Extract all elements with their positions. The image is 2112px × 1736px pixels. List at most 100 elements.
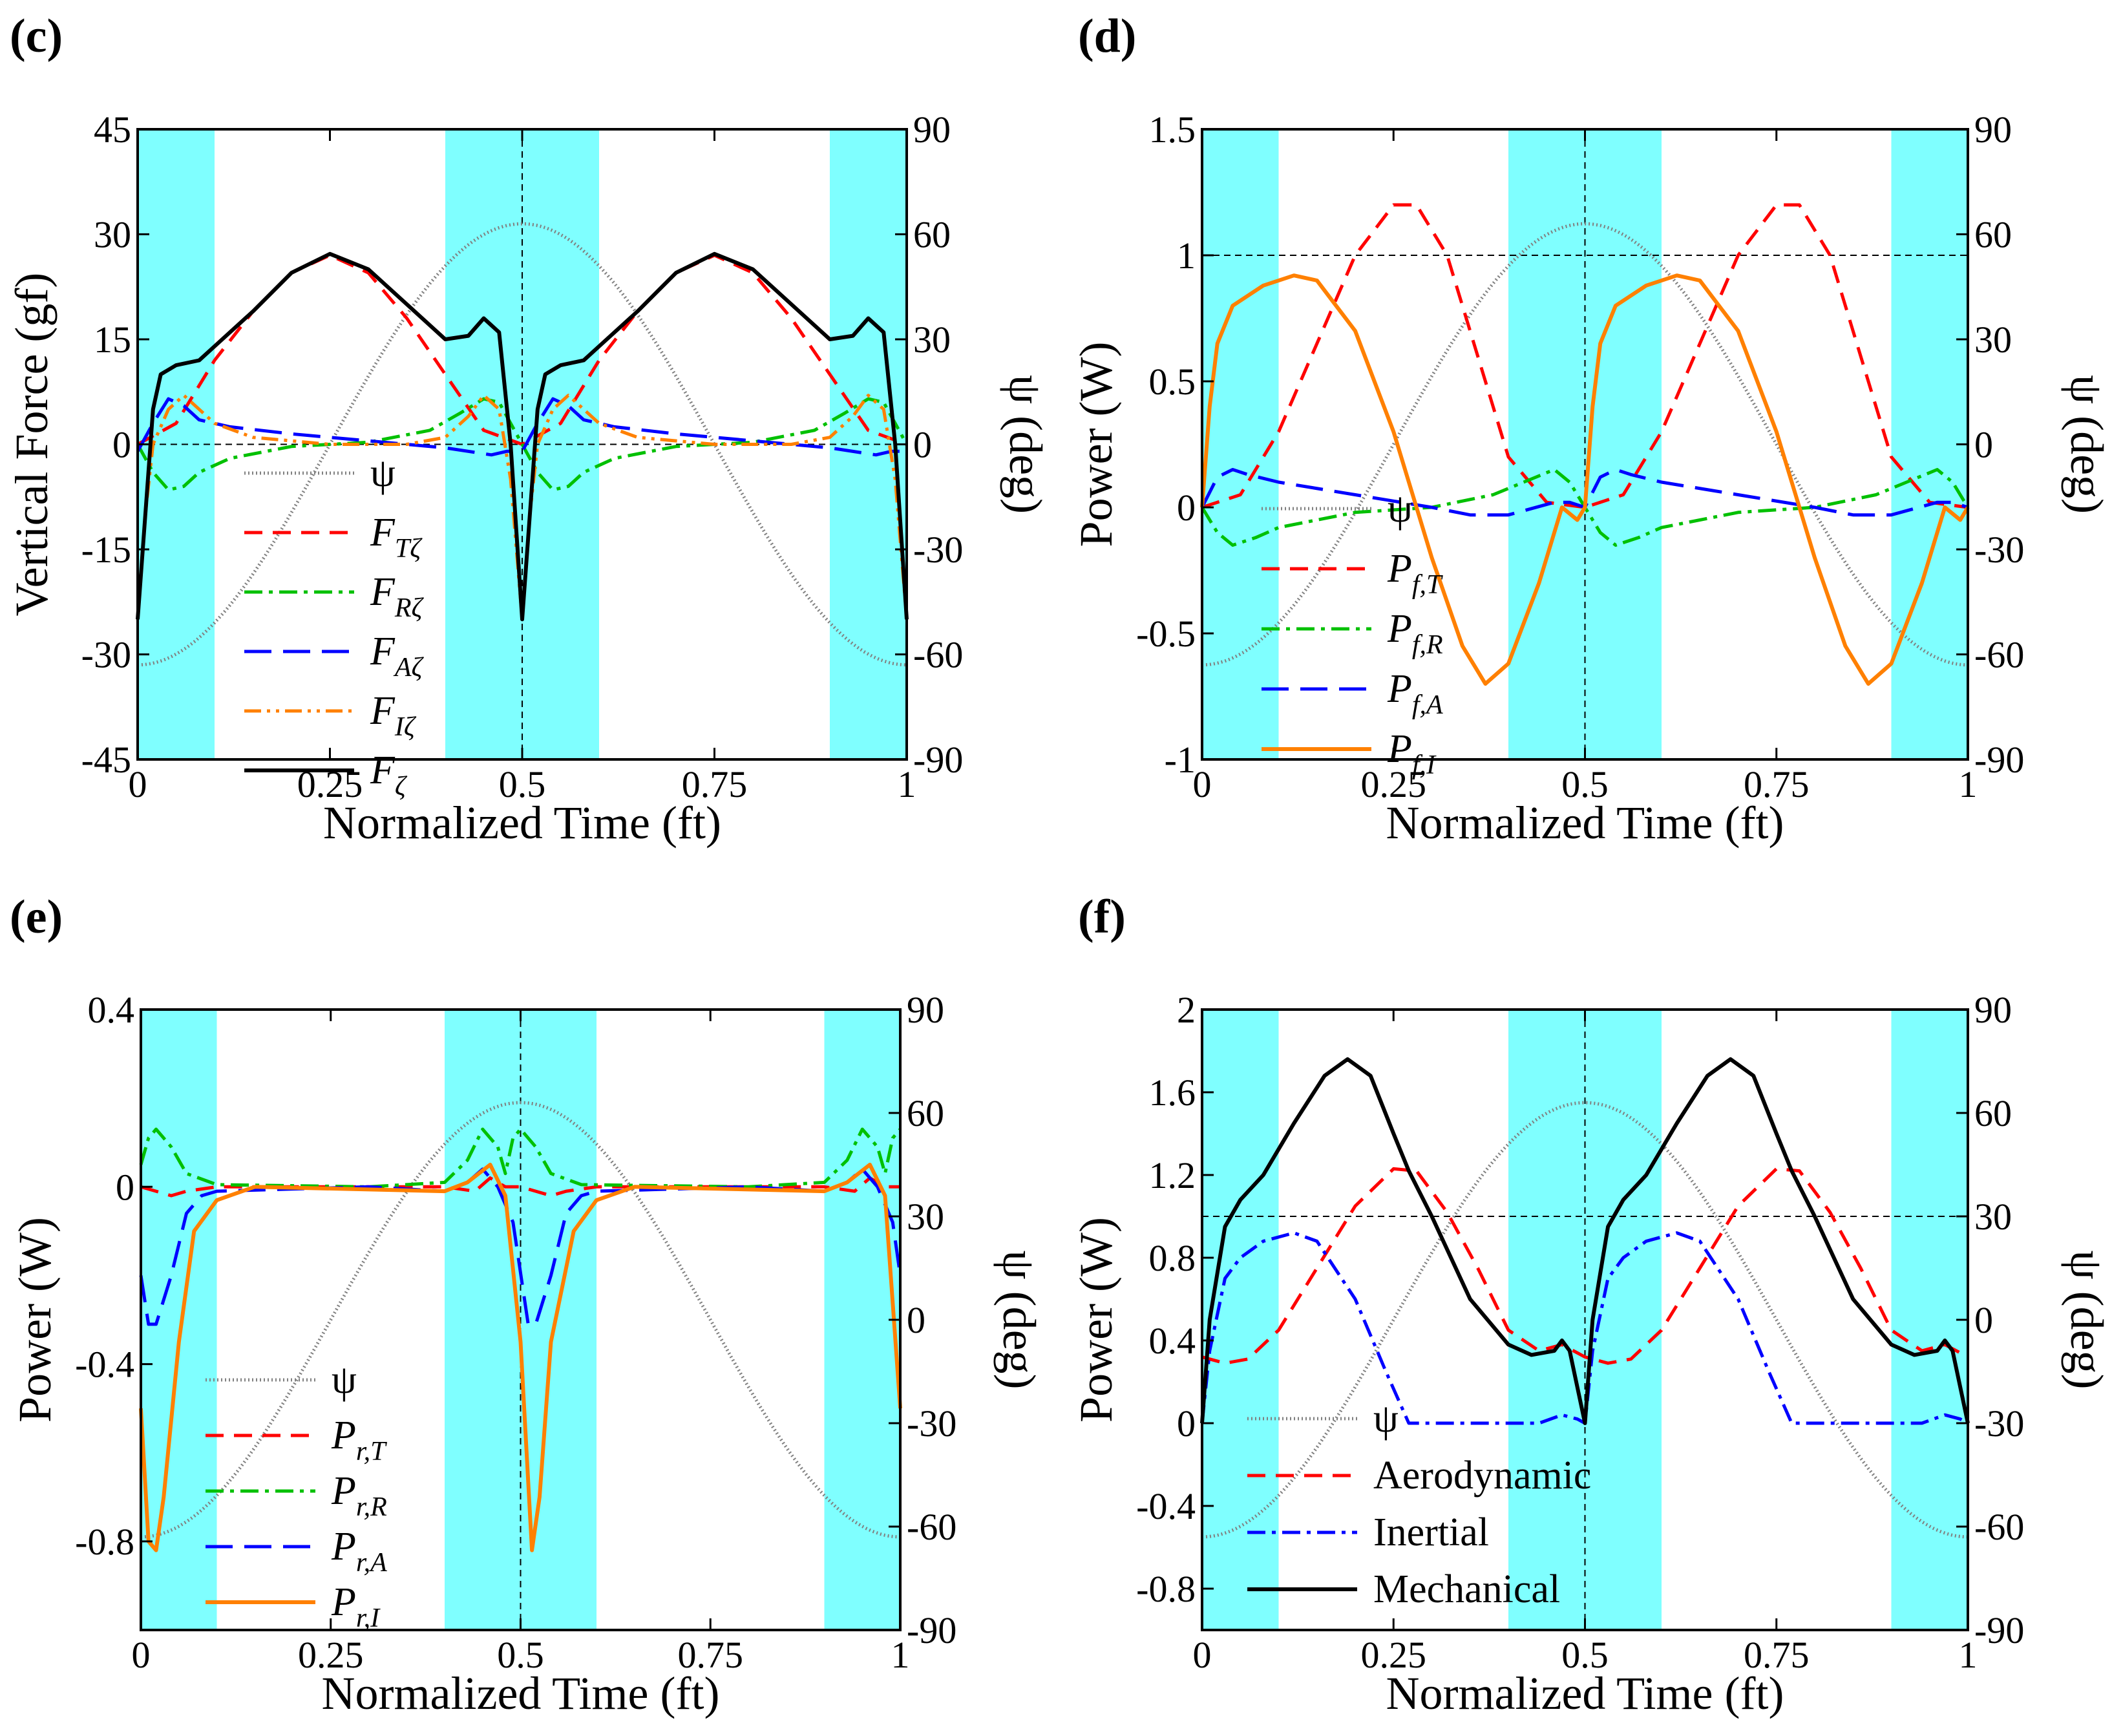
- series-PrI: [139, 1163, 902, 1552]
- xtick-label: 0: [1193, 1634, 1212, 1676]
- panel-label: (d): [1078, 10, 1136, 63]
- psi-tick-label: -60: [907, 1506, 956, 1548]
- panel-f: (f) -0.8 -0.4 0 0.4 0.8 1.2 1.6 2 -90 -60 -30 0 30 60 9…: [1070, 891, 2112, 1719]
- legend-label-main: F: [370, 748, 396, 792]
- y-axis-label: Power (W): [1070, 342, 1122, 547]
- shaded-interval: [141, 1010, 217, 1630]
- series-FR: [136, 397, 909, 492]
- legend-label: Pr,R: [331, 1469, 387, 1522]
- legend-label-main: ψ: [1388, 487, 1413, 531]
- legend-label: Fζ: [370, 748, 408, 801]
- x-axis-label: Normalized Time (ft): [323, 797, 721, 849]
- legend-label: Pf,R: [1387, 607, 1443, 660]
- xtick-label: 0: [129, 763, 147, 805]
- ytick-label: 0: [1177, 1403, 1196, 1445]
- psi-tick-label: 0: [1974, 424, 1993, 466]
- legend-label-sub: r,A: [356, 1548, 387, 1578]
- ytick-label: 1: [1177, 235, 1196, 277]
- legend-label-sub: f,R: [1412, 630, 1443, 660]
- ytick-label: 15: [94, 319, 131, 361]
- legend-label-sub: Tζ: [395, 534, 423, 564]
- xtick-label: 0.5: [1561, 763, 1609, 805]
- xtick-label: 1: [1959, 763, 1978, 805]
- psi-tick-label: 0: [913, 424, 932, 466]
- legend-label-sub: f,T: [1412, 570, 1443, 600]
- legend: ψPf,TPf,RPf,APf,I: [1262, 487, 1443, 780]
- panel-label: (c): [10, 10, 63, 63]
- series-FA: [136, 397, 907, 457]
- legend-label-sub: Iζ: [394, 712, 417, 742]
- xtick-label: 0: [1193, 763, 1212, 805]
- psi-tick-label: 30: [907, 1196, 944, 1238]
- y-axis-label: Vertical Force (gf): [6, 273, 58, 617]
- legend-label-main: ψ: [1373, 1397, 1399, 1441]
- legend-label-main: P: [331, 1580, 356, 1624]
- shaded-interval: [1891, 129, 1968, 759]
- legend-label-main: F: [370, 689, 396, 733]
- xtick-label: 0.25: [1361, 1634, 1427, 1676]
- legend-label-sub: r,R: [356, 1492, 387, 1522]
- legend-label-main: Inertial: [1373, 1510, 1489, 1554]
- panel-label: (f): [1078, 891, 1126, 944]
- legend-label-main: P: [331, 1525, 356, 1569]
- ytick-label: -0.4: [75, 1344, 134, 1386]
- legend-label-main: F: [370, 511, 396, 555]
- psi-tick-label: 60: [907, 1092, 944, 1134]
- legend-label-sub: f,I: [1412, 750, 1437, 780]
- xtick-label: 0.5: [497, 1634, 544, 1676]
- psi-axis-label: ψ (deg): [1000, 375, 1051, 514]
- legend-label-main: P: [331, 1469, 356, 1513]
- series-Mechanical: [1200, 1057, 1970, 1425]
- ytick-label: -1: [1165, 739, 1196, 781]
- shaded-interval: [1202, 129, 1279, 759]
- legend-label: Pf,I: [1387, 727, 1437, 780]
- legend-label: Inertial: [1373, 1510, 1489, 1554]
- ytick-label: 0.8: [1149, 1237, 1196, 1279]
- legend-label-main: Aerodynamic: [1373, 1454, 1591, 1498]
- series-psi: [140, 1101, 901, 1539]
- psi-tick-label: -90: [1974, 739, 2024, 781]
- x-axis-label: Normalized Time (ft): [322, 1667, 720, 1719]
- ytick-label: -0.8: [1136, 1568, 1196, 1610]
- legend-label-main: P: [1387, 667, 1412, 711]
- xtick-label: 1: [898, 763, 916, 805]
- xtick-label: 1: [891, 1634, 910, 1676]
- psi-tick-label: -30: [1974, 1403, 2024, 1445]
- psi-tick-label: 0: [1974, 1299, 1993, 1341]
- xtick-label: 0.75: [678, 1634, 744, 1676]
- ytick-label: -0.5: [1136, 613, 1196, 655]
- psi-tick-label: 90: [1974, 109, 2012, 151]
- xtick-label: 0.75: [1744, 763, 1810, 805]
- legend-label: FAζ: [370, 630, 425, 683]
- legend: ψ Aerodynamic Inertial Mechanical: [1247, 1397, 1591, 1611]
- ytick-label: 0: [1177, 487, 1196, 529]
- series-PrR: [139, 1127, 902, 1189]
- psi-tick-label: 60: [1974, 214, 2012, 256]
- x-axis-label: Normalized Time (ft): [1386, 797, 1784, 849]
- legend-label: FTζ: [370, 511, 423, 564]
- xtick-label: 0.75: [1744, 1634, 1810, 1676]
- psi-tick-label: 30: [1974, 1196, 2012, 1238]
- series-PrT: [140, 1176, 900, 1198]
- legend: ψPr,TPr,RPr,APr,I: [206, 1358, 387, 1633]
- ytick-label: 30: [94, 214, 131, 256]
- ytick-label: 0: [116, 1166, 134, 1208]
- legend-label-main: ψ: [370, 451, 396, 495]
- panel-d: (d) -1 -0.5 0 0.5 1 1.5 -90 -60 -30 0 30 60 90 0 0.25 0.…: [1070, 10, 2112, 849]
- y-axis-label: Power (W): [1070, 1217, 1122, 1423]
- ytick-label: 1.5: [1149, 109, 1196, 151]
- legend-label-main: P: [1387, 607, 1412, 651]
- ytick-label: 45: [94, 109, 131, 151]
- psi-tick-label: -60: [1974, 1506, 2024, 1548]
- ytick-label: 0: [112, 424, 131, 466]
- legend-label-main: Mechanical: [1373, 1567, 1560, 1611]
- psi-tick-label: -30: [907, 1403, 956, 1445]
- legend-label: Mechanical: [1373, 1567, 1560, 1611]
- shaded-interval: [1202, 1010, 1279, 1630]
- legend-label: FRζ: [370, 570, 425, 623]
- xtick-label: 0.25: [298, 1634, 364, 1676]
- psi-tick-label: -60: [1974, 634, 2024, 676]
- psi-tick-label: -90: [907, 1609, 956, 1651]
